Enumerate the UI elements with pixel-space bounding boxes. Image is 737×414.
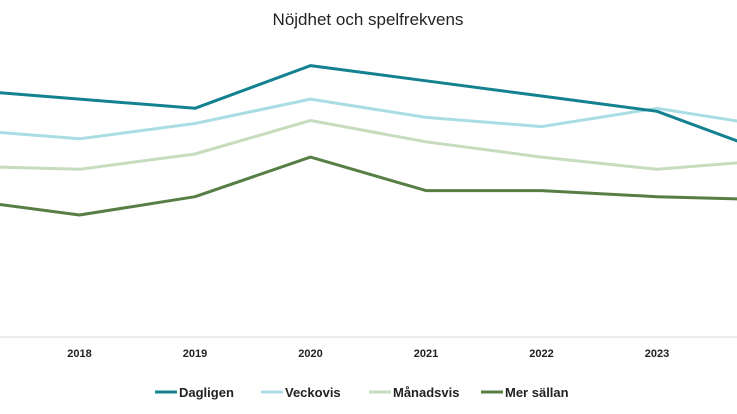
legend-label-3: Mer sällan	[505, 385, 569, 400]
legend-label-0: Dagligen	[179, 385, 234, 400]
series-layer	[0, 64, 737, 217]
x-tick-label: 2018	[67, 348, 91, 360]
x-tick-label: 2022	[529, 348, 553, 360]
x-tick-label: 2020	[298, 348, 322, 360]
legend-label-1: Veckovis	[285, 385, 341, 400]
legend: Dagligen Veckovis Månadsvis Mer sällan	[155, 385, 569, 400]
x-tick-label: 2021	[414, 348, 438, 360]
series-line-1	[0, 97, 737, 141]
x-tick-label: 2023	[645, 348, 669, 360]
series-line-0	[0, 64, 737, 143]
x-tick-label: 2019	[183, 348, 207, 360]
chart-title: Nöjdhet och spelfrekvens	[273, 10, 464, 29]
x-tick-labels: 2018 2019 2020 2021 2022 2023	[67, 348, 669, 360]
legend-label-2: Månadsvis	[393, 385, 459, 400]
series-line-3	[0, 155, 737, 217]
series-line-2	[0, 119, 737, 171]
